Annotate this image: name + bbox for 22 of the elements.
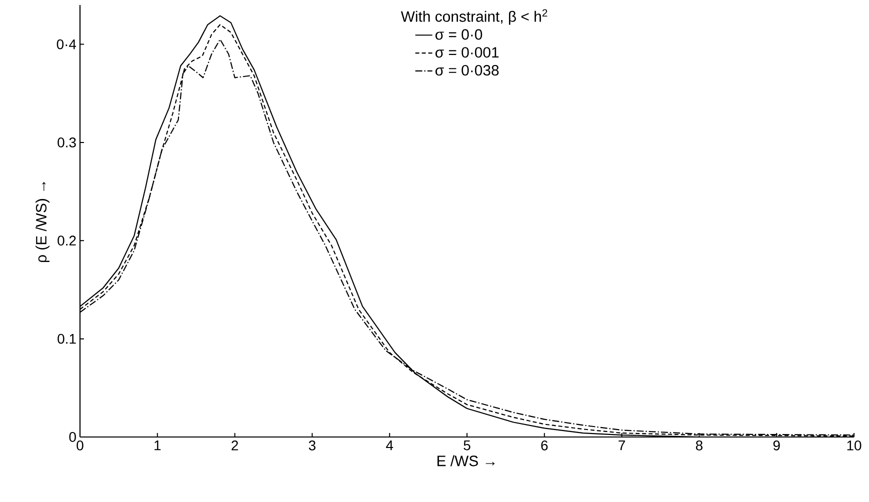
x-tick-label: 2	[232, 440, 238, 450]
x-tick-label: 10	[847, 440, 862, 450]
x-tick-label: 5	[464, 440, 470, 450]
legend-label: σ = 0·038	[435, 64, 499, 76]
y-tick-label: 0	[69, 432, 76, 442]
y-tick-label: 0.1	[58, 334, 76, 344]
y-tick-label: 0·4	[56, 39, 76, 50]
x-tick-label: 1	[154, 440, 161, 450]
y-tick-label: 0.3	[58, 138, 76, 148]
y-tick-label: 0.2	[58, 236, 76, 246]
x-tick-label: 0	[76, 440, 84, 450]
x-tick-label: 6	[541, 440, 548, 450]
legend-label: σ = 0·001	[435, 47, 499, 58]
x-tick-label: 9	[773, 440, 780, 450]
legend-title: With constraint, β < h$^{2}$	[400, 9, 548, 25]
x-tick-label: 7	[618, 440, 625, 450]
y-axis-title: ρ (E /WS) →	[36, 182, 50, 262]
x-tick-label: 3	[308, 440, 316, 450]
x-tick-label: 4	[386, 440, 394, 450]
x-tick-label: 8	[696, 440, 702, 450]
x-axis-title: E /WS →	[438, 455, 495, 466]
legend-label: σ = 0·0	[435, 29, 482, 40]
